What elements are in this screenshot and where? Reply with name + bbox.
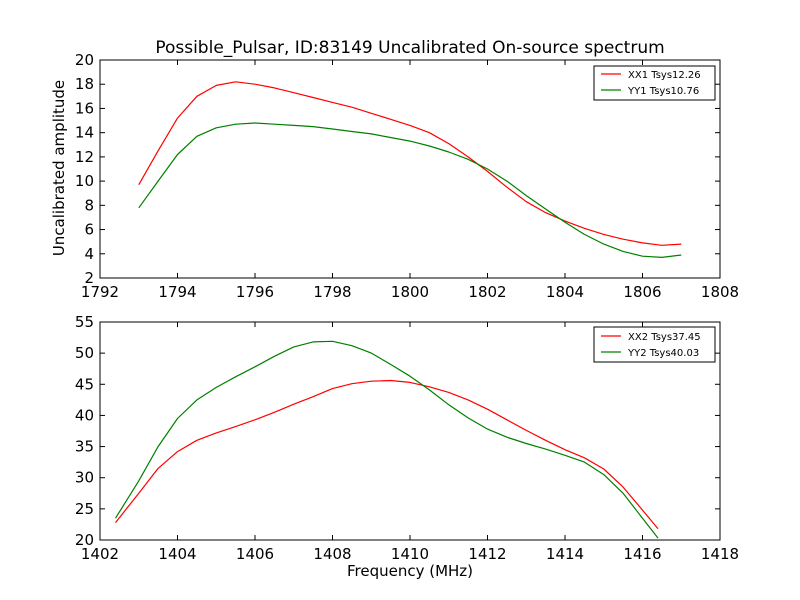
x-tick-label: 1410 [391,545,429,563]
y-tick-label: 8 [84,196,94,214]
y-tick-label: 18 [75,75,94,93]
x-tick-label: 1416 [623,545,661,563]
upper-series-group [138,81,682,258]
x-tick-label: 1408 [313,545,351,563]
x-tick-label: 1794 [158,283,196,301]
series-line-yy2 [114,340,659,539]
y-tick-label: 14 [75,124,94,142]
lower-plot-frame [99,321,721,541]
y-tick-label: 20 [75,51,94,69]
y-tick-label: 6 [84,221,94,239]
y-axis-label: Uncalibrated amplitude [50,80,68,256]
y-tick-label: 55 [75,313,94,331]
upper-plot-frame [99,59,721,279]
upper-legend: XX1 Tsys12.26 YY1 Tsys10.76 [593,65,716,101]
legend-box [593,65,716,101]
legend-label-xx2: XX2 Tsys37.45 [628,332,701,343]
lower-legend: XX2 Tsys37.45 YY2 Tsys40.03 [593,326,716,363]
x-tick-label: 1404 [158,545,196,563]
x-tick-label: 1792 [81,283,119,301]
upper-axis-ticks: 1792 1794 1796 1798 1800 1802 1804 1806 1808 2 4 6 8… [75,51,739,301]
lower-axis-ticks: 1402 1404 1406 1408 1410 1412 1414 1416 1418 20 25… [75,313,739,563]
y-tick-label: 50 [75,344,94,362]
legend-box [593,326,716,363]
y-tick-label: 4 [84,245,94,263]
x-tick-label: 1804 [546,283,584,301]
x-axis-label: Frequency (MHz) [347,562,473,580]
y-tick-label: 35 [75,438,94,456]
x-tick-label: 1412 [468,545,506,563]
y-tick-label: 45 [75,375,94,393]
x-tick-label: 1796 [236,283,274,301]
upper-spectrum-chart: Possible_Pulsar, ID:83149 Uncalibrated O… [50,38,739,301]
x-tick-label: 1414 [546,545,584,563]
legend-label-xx1: XX1 Tsys12.26 [628,70,701,81]
x-tick-label: 1802 [468,283,506,301]
series-line-xx1 [138,81,682,246]
y-tick-label: 20 [75,531,94,549]
x-tick-label: 1806 [623,283,661,301]
y-tick-label: 16 [75,99,94,117]
y-tick-label: 12 [75,148,94,166]
series-line-xx2 [115,379,659,530]
x-tick-label: 1800 [391,283,429,301]
legend-label-yy2: YY2 Tsys40.03 [627,348,699,359]
x-tick-label: 1402 [81,545,119,563]
x-tick-label: 1798 [313,283,351,301]
y-tick-label: 40 [75,406,94,424]
y-tick-label: 30 [75,469,94,487]
y-tick-label: 25 [75,500,94,518]
x-tick-label: 1808 [701,283,739,301]
chart-title: Possible_Pulsar, ID:83149 Uncalibrated O… [155,38,664,58]
x-tick-label: 1418 [701,545,739,563]
series-line-yy1 [138,122,682,258]
y-tick-label: 2 [84,269,94,287]
legend-label-yy1: YY1 Tsys10.76 [627,86,699,97]
lower-series-group [114,340,659,539]
y-tick-label: 10 [75,172,94,190]
x-tick-label: 1406 [236,545,274,563]
lower-spectrum-chart: Frequency (MHz) 1402 1404 1406 1408 1410 1412… [75,313,739,580]
